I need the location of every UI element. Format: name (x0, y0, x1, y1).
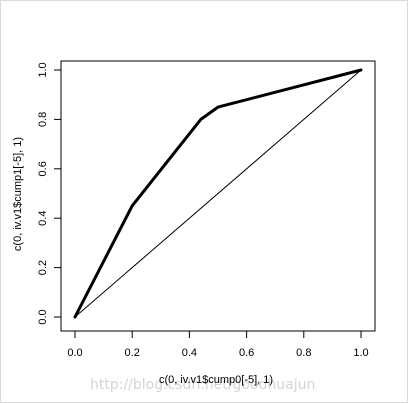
diagonal-reference-line (74, 69, 362, 318)
y-axis: 0.0 0.2 0.4 0.6 0.8 1.0 (37, 62, 62, 325)
roc-curve-line (73, 68, 363, 319)
y-tick-label: 0.4 (37, 211, 49, 226)
x-axis-title: c(0, iv.v1$cump0[-5], 1) (159, 374, 273, 386)
x-tick-label: 0.4 (182, 347, 197, 359)
y-axis-title: c(0, iv.v1$cump1[-5], 1) (12, 137, 24, 251)
x-tick-label: 0.6 (239, 347, 254, 359)
x-tick-label: 1.0 (353, 347, 368, 359)
y-tick-label: 0.2 (37, 260, 49, 275)
watermark-text: http://blog.csdn.net/goodhuajun (90, 377, 315, 393)
x-tick-label: 0.8 (296, 347, 311, 359)
y-tick-label: 0.6 (37, 161, 49, 176)
y-tick-label: 0.8 (37, 112, 49, 127)
x-tick-label: 0.2 (125, 347, 140, 359)
x-tick-label: 0.0 (67, 347, 82, 359)
y-tick-label: 1.0 (37, 62, 49, 77)
y-tick-label: 0.0 (37, 309, 49, 324)
x-axis: 0.0 0.2 0.4 0.6 0.8 1.0 (67, 330, 369, 359)
plot-box (60, 60, 376, 332)
series-layer (73, 68, 363, 319)
